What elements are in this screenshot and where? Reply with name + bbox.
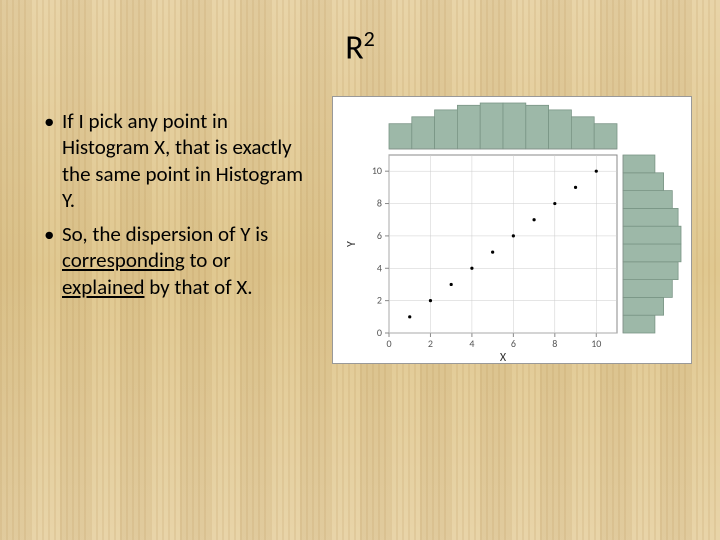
slide-title: R2 [0,25,720,68]
title-main: R [345,27,363,68]
svg-text:0: 0 [386,337,391,350]
bullet-2-post: by that of X. [144,274,252,300]
svg-text:Y: Y [345,241,359,247]
marginal-histogram-chart: 0 2 4 6 8 10 0 2 4 6 8 10 X Y [332,96,692,364]
svg-text:X: X [500,351,507,363]
svg-text:6: 6 [377,229,382,242]
title-superscript: 2 [364,25,375,52]
svg-text:10: 10 [591,337,601,350]
svg-text:0: 0 [377,326,382,339]
bullet-2-underline-2: explained [62,274,144,300]
svg-text:6: 6 [511,337,516,350]
bullet-1: If I pick any point in Histogram X, that… [44,108,314,213]
bullet-2: So, the dispersion of Y is corresponding… [44,221,314,300]
bullet-2-mid: to or [185,247,231,273]
bullet-2-pre: So, the dispersion of Y is [62,221,268,247]
svg-text:2: 2 [377,294,382,307]
chart-svg: 0 2 4 6 8 10 0 2 4 6 8 10 X Y [333,97,691,363]
svg-text:4: 4 [469,337,474,350]
bullet-list: If I pick any point in Histogram X, that… [44,108,314,308]
bullet-2-underline-1: corresponding [62,247,185,273]
svg-text:8: 8 [552,337,557,350]
svg-text:4: 4 [377,261,382,274]
svg-text:10: 10 [372,164,382,177]
bullet-1-text: If I pick any point in Histogram X, that… [62,108,303,213]
svg-text:2: 2 [428,337,433,350]
svg-text:8: 8 [377,197,382,210]
